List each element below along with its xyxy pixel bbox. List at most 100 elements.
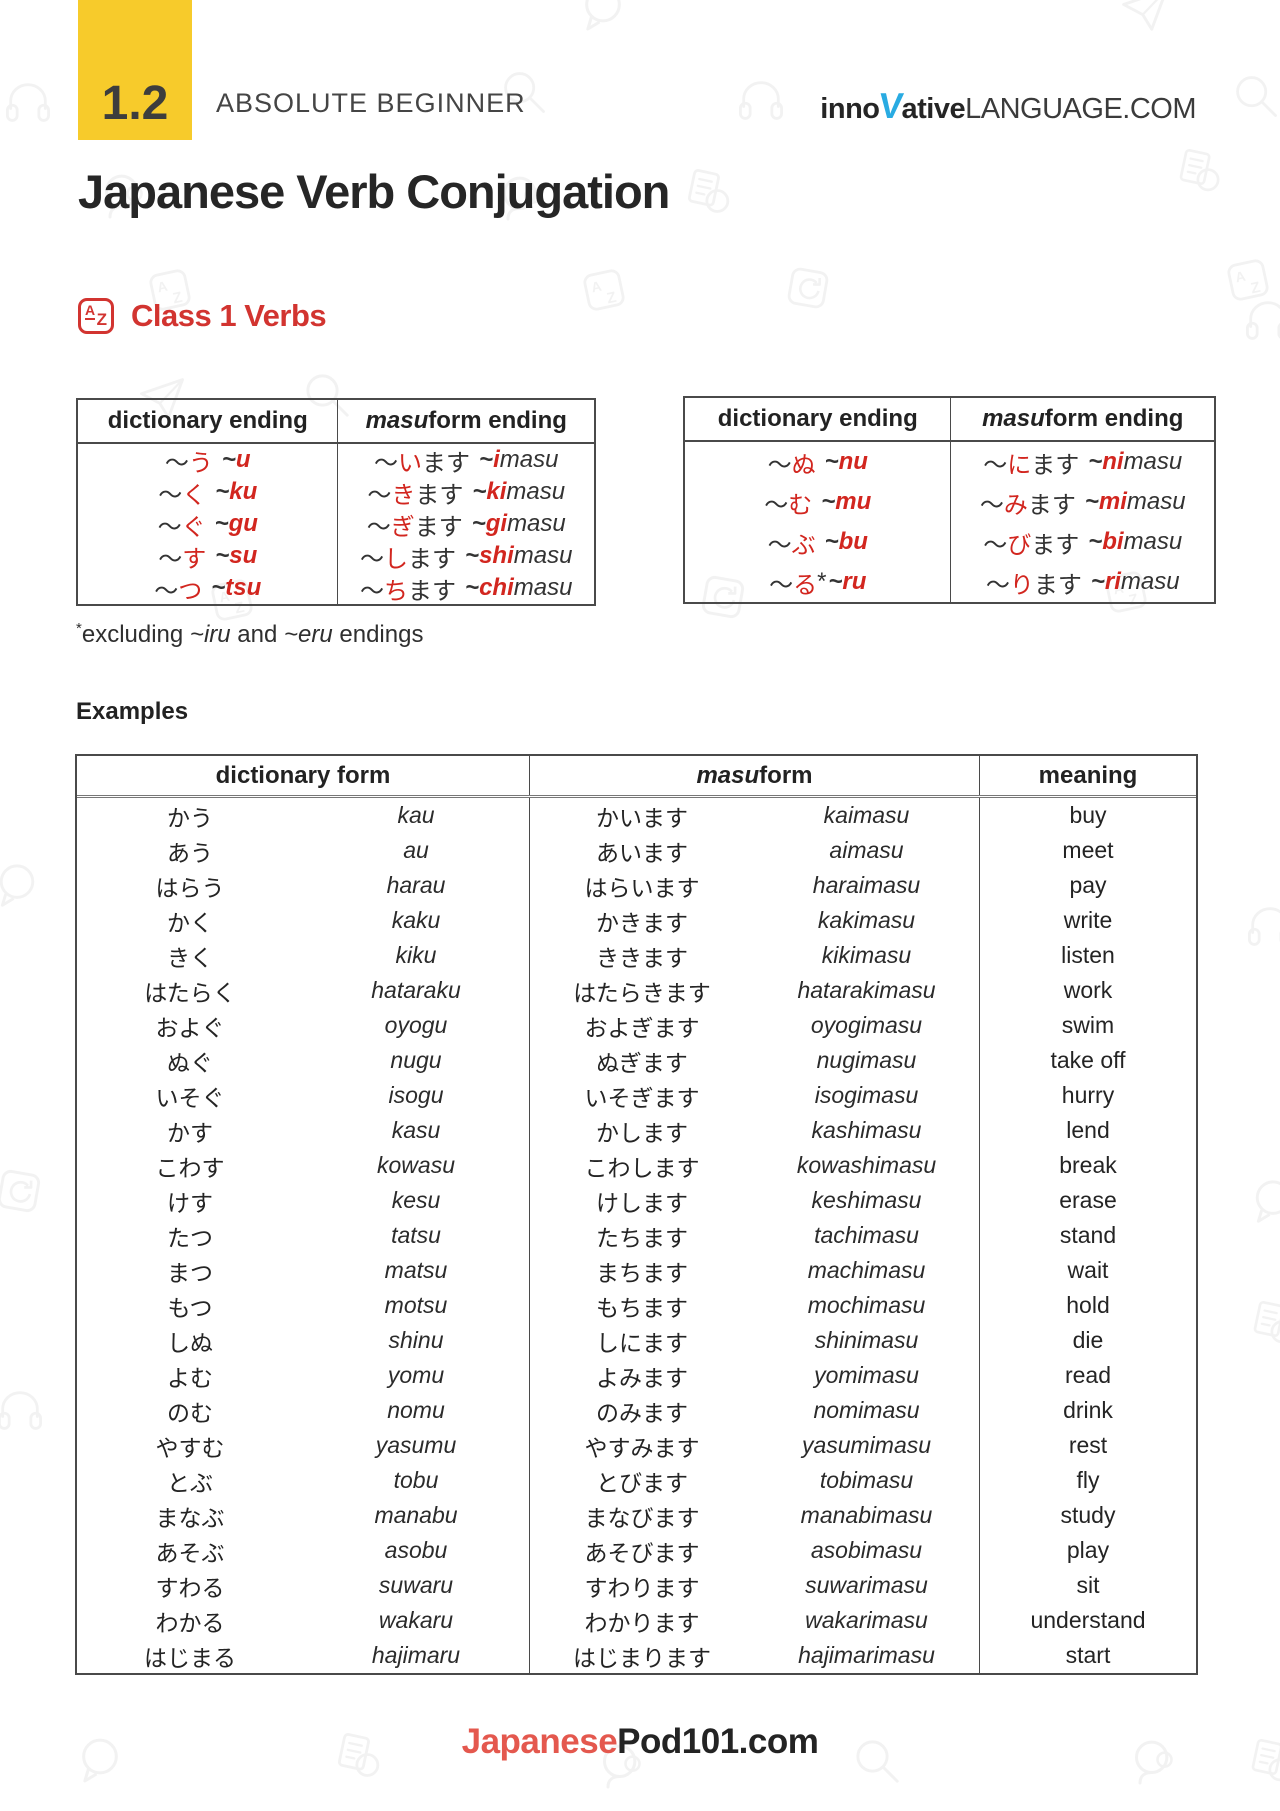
example-row: わかる wakaru わかります wakarimasu understand [77,1603,1196,1638]
masu-romaji-cell: isogimasu [814,1082,919,1108]
examples-label: Examples [76,698,189,725]
header-dictionary-ending: dictionary ending [685,398,951,442]
dict-kana-cell: かす [167,1119,213,1146]
masu-romaji-cell: suwarimasu [805,1572,928,1598]
masu-romaji-cell: keshimasu [811,1187,922,1213]
masu-romaji-cell: hatarakimasu [797,977,936,1003]
masu-romaji-cell: nomimasu [813,1397,920,1423]
lesson-number-badge: 1.2 [78,0,192,140]
dict-romaji-cell: au [403,837,429,863]
meaning-cell: pay [979,868,1196,903]
logo-ative: ative [901,93,966,125]
meaning-cell: sit [979,1568,1196,1603]
meaning-cell: stand [979,1218,1196,1253]
ending-row-dict: 〜ぬ ~nu [767,448,868,479]
ending-row-masu: 〜にます ~nimasu [983,448,1183,479]
masu-romaji-cell: kikimasu [821,942,912,968]
dict-kana-cell: およぐ [155,1014,225,1041]
innovative-language-logo: innoVativeLANGUAGE.COM [820,84,1196,127]
meaning-cell: play [979,1533,1196,1568]
dict-romaji-cell: kowasu [377,1152,455,1178]
masu-kana-cell: しにます [529,1323,754,1358]
examples-table: dictionary form masu form meaning かう kau か… [75,754,1198,1675]
dict-romaji-cell: tatsu [391,1222,441,1248]
masu-romaji-cell: tobimasu [819,1467,914,1493]
example-row: やすむ yasumu やすみます yasumimasu rest [77,1428,1196,1463]
masu-kana-cell: とびます [529,1463,754,1498]
dict-kana-cell: しぬ [167,1329,213,1356]
masu-kana-cell: よみます [529,1358,754,1393]
meaning-cell: swim [979,1008,1196,1043]
dict-romaji-cell: tobu [393,1467,439,1493]
dict-romaji-cell: hataraku [371,977,461,1003]
header-meaning: meaning [979,756,1196,795]
masu-kana-cell: たちます [529,1218,754,1253]
logo-domain: LANGUAGE.COM [965,93,1196,125]
masu-kana-cell: かします [529,1113,754,1148]
ending-row-masu: 〜きます ~kimasu [367,478,566,509]
meaning-cell: listen [979,938,1196,973]
masu-romaji-cell: yasumimasu [801,1432,932,1458]
footer-brand-red: Japanese [461,1722,618,1761]
example-row: きく kiku ききます kikimasu listen [77,938,1196,973]
masu-kana-cell: まなびます [529,1498,754,1533]
header-dictionary-ending: dictionary ending [78,400,338,444]
masu-romaji-cell: machimasu [807,1257,926,1283]
dict-romaji-cell: manabu [374,1502,458,1528]
meaning-cell: fly [979,1463,1196,1498]
dict-kana-cell: あそぶ [155,1539,225,1566]
masu-kana-cell: のみます [529,1393,754,1428]
lesson-number: 1.2 [101,77,169,130]
dict-kana-cell: まつ [167,1259,213,1286]
meaning-cell: buy [979,798,1196,833]
example-row: もつ motsu もちます mochimasu hold [77,1288,1196,1323]
header-masu-form: masu form [529,756,979,795]
ending-row-dict: 〜む ~mu [764,488,872,519]
masu-kana-cell: いそぎます [529,1078,754,1113]
footnote: *excluding ~iru and ~eru endings [76,620,424,648]
example-row: はらう harau はらいます haraimasu pay [77,868,1196,903]
ending-row-dict: 〜る * ~ru [769,568,867,599]
example-row: あそぶ asobu あそびます asobimasu play [77,1533,1196,1568]
dict-kana-cell: のむ [167,1399,213,1426]
logo-inno: inno [820,93,880,125]
japanesepod101-logo: JapanesePod101.com [0,1722,1280,1762]
ending-row-dict: 〜ぶ ~bu [767,528,868,559]
az-card-icon: A Z [78,298,114,334]
masu-romaji-cell: shinimasu [814,1327,919,1353]
dict-kana-cell: とぶ [167,1469,213,1496]
dict-kana-cell: はらう [155,874,225,901]
meaning-cell: hurry [979,1078,1196,1113]
dict-romaji-cell: nomu [387,1397,445,1423]
masu-kana-cell: あいます [529,833,754,868]
masu-kana-cell: ききます [529,938,754,973]
meaning-cell: rest [979,1428,1196,1463]
meaning-cell: read [979,1358,1196,1393]
ending-row-masu: 〜います ~imasu [374,446,559,477]
meaning-cell: break [979,1148,1196,1183]
example-row: のむ nomu のみます nomimasu drink [77,1393,1196,1428]
ending-row-dict: 〜ぐ ~gu [157,510,258,541]
dict-romaji-cell: kesu [391,1187,441,1213]
meaning-cell: start [979,1638,1196,1673]
ending-row-dict: 〜す ~su [158,542,258,573]
meaning-cell: drink [979,1393,1196,1428]
ending-table-2: dictionary ending 〜ぬ ~nu 〜む ~mu 〜ぶ ~bu 〜る * ~ru ma… [683,396,1216,604]
masu-kana-cell: わかります [529,1603,754,1638]
dict-romaji-cell: kau [397,802,435,828]
dict-romaji-cell: matsu [384,1257,448,1283]
masu-romaji-cell: wakarimasu [805,1607,928,1633]
meaning-cell: work [979,973,1196,1008]
ending-row-masu: 〜びます ~bimasu [983,528,1183,559]
masu-romaji-cell: hajimarimasu [798,1642,935,1668]
example-row: かう kau かいます kaimasu buy [77,798,1196,833]
masu-kana-cell: けします [529,1183,754,1218]
meaning-cell: wait [979,1253,1196,1288]
ending-row-masu: 〜します ~shimasu [360,542,573,573]
ending-row-dict: 〜く ~ku [158,478,258,509]
header-masu-form-ending: masu form ending [338,400,594,444]
masu-romaji-cell: mochimasu [807,1292,926,1318]
dict-romaji-cell: nugu [390,1047,442,1073]
masu-romaji-cell: haraimasu [812,872,921,898]
